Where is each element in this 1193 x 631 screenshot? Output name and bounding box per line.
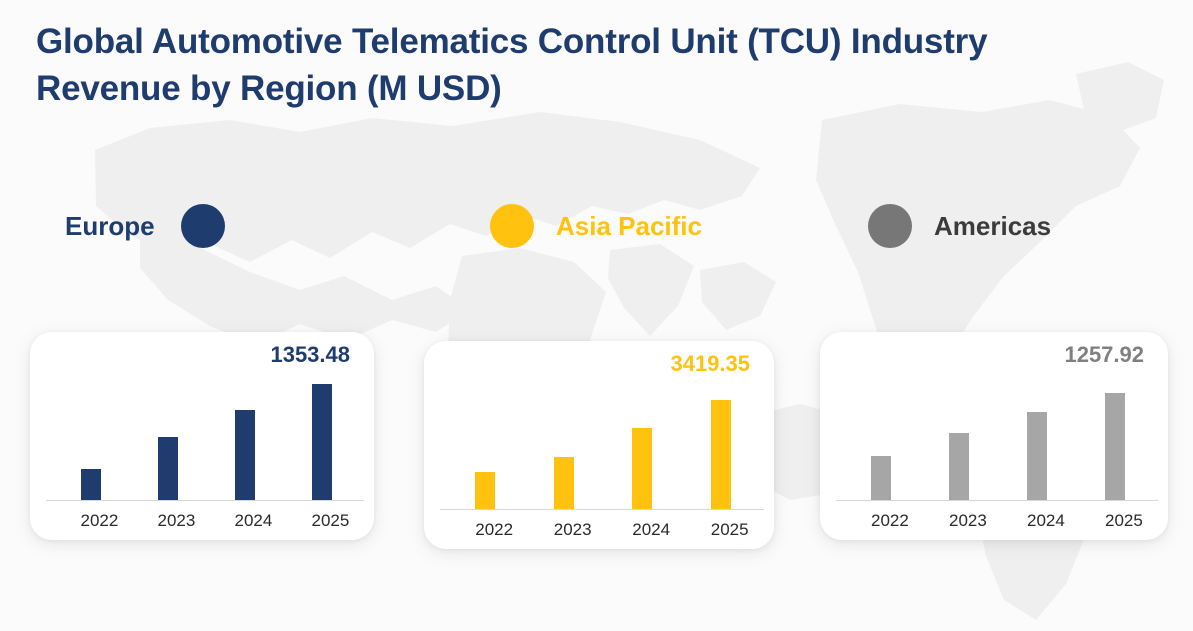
bar-2022 bbox=[475, 472, 496, 509]
chart-legend: Europe Asia Pacific Americas bbox=[0, 196, 1193, 256]
chart-card-asia-pacific: 3419.35 2022 2023 2024 2025 bbox=[424, 341, 774, 549]
bar-2025 bbox=[311, 384, 332, 500]
x-axis-labels-americas: 2022 2023 2024 2025 bbox=[842, 508, 1154, 534]
x-axis-labels-europe: 2022 2023 2024 2025 bbox=[52, 508, 360, 534]
legend-dot-asia-pacific bbox=[490, 204, 534, 248]
bar-2023 bbox=[553, 457, 574, 509]
bar-row-americas bbox=[842, 376, 1154, 500]
value-label-europe: 1353.48 bbox=[270, 342, 350, 367]
bar-plot-asia-pacific bbox=[446, 385, 760, 509]
legend-item-europe: Europe bbox=[65, 196, 225, 256]
x-axis-labels-asia-pacific: 2022 2023 2024 2025 bbox=[446, 517, 760, 543]
x-label-2025: 2025 bbox=[710, 520, 749, 539]
x-label-2022: 2022 bbox=[80, 511, 119, 530]
axis-line-asia-pacific bbox=[440, 509, 764, 510]
axis-line-europe bbox=[46, 500, 364, 501]
x-label-2024: 2024 bbox=[234, 511, 273, 530]
chart-card-americas: 1257.92 2022 2023 2024 2025 bbox=[820, 332, 1168, 540]
bar-plot-europe bbox=[52, 376, 360, 500]
bar-2025 bbox=[1105, 393, 1125, 500]
x-label-2025: 2025 bbox=[1105, 511, 1143, 530]
legend-item-asia-pacific: Asia Pacific bbox=[490, 196, 702, 256]
bar-2024 bbox=[234, 410, 255, 500]
x-label-2024: 2024 bbox=[632, 520, 671, 539]
bar-plot-americas bbox=[842, 376, 1154, 500]
bar-2022 bbox=[871, 456, 891, 500]
bar-2024 bbox=[1027, 412, 1047, 500]
bar-2023 bbox=[157, 437, 178, 500]
legend-dot-americas bbox=[868, 204, 912, 248]
value-label-asia-pacific: 3419.35 bbox=[670, 351, 750, 376]
page-title-line-1: Global Automotive Telematics Control Uni… bbox=[36, 22, 988, 61]
chart-card-europe: 1353.48 2022 2023 2024 2025 bbox=[30, 332, 374, 540]
x-label-2023: 2023 bbox=[553, 520, 592, 539]
x-label-2024: 2024 bbox=[1027, 511, 1065, 530]
legend-item-americas: Americas bbox=[868, 196, 1051, 256]
value-label-americas: 1257.92 bbox=[1064, 342, 1144, 367]
page-title: Global Automotive Telematics Control Uni… bbox=[36, 18, 1186, 112]
legend-label-asia-pacific: Asia Pacific bbox=[556, 210, 702, 241]
bar-row-europe bbox=[52, 376, 360, 500]
axis-line-americas bbox=[836, 500, 1158, 501]
bar-2023 bbox=[949, 433, 969, 500]
bar-2025 bbox=[710, 400, 731, 509]
x-label-2022: 2022 bbox=[475, 520, 514, 539]
bar-2022 bbox=[80, 469, 101, 500]
bar-2024 bbox=[632, 428, 653, 509]
x-label-2022: 2022 bbox=[871, 511, 909, 530]
legend-label-americas: Americas bbox=[934, 210, 1052, 241]
legend-dot-europe bbox=[180, 204, 225, 248]
x-label-2023: 2023 bbox=[157, 511, 196, 530]
x-label-2023: 2023 bbox=[949, 511, 987, 530]
page-title-line-2: Revenue by Region (M USD) bbox=[36, 69, 502, 108]
x-label-2025: 2025 bbox=[311, 511, 350, 530]
bar-row-asia-pacific bbox=[446, 385, 760, 509]
legend-label-europe: Europe bbox=[65, 210, 155, 241]
